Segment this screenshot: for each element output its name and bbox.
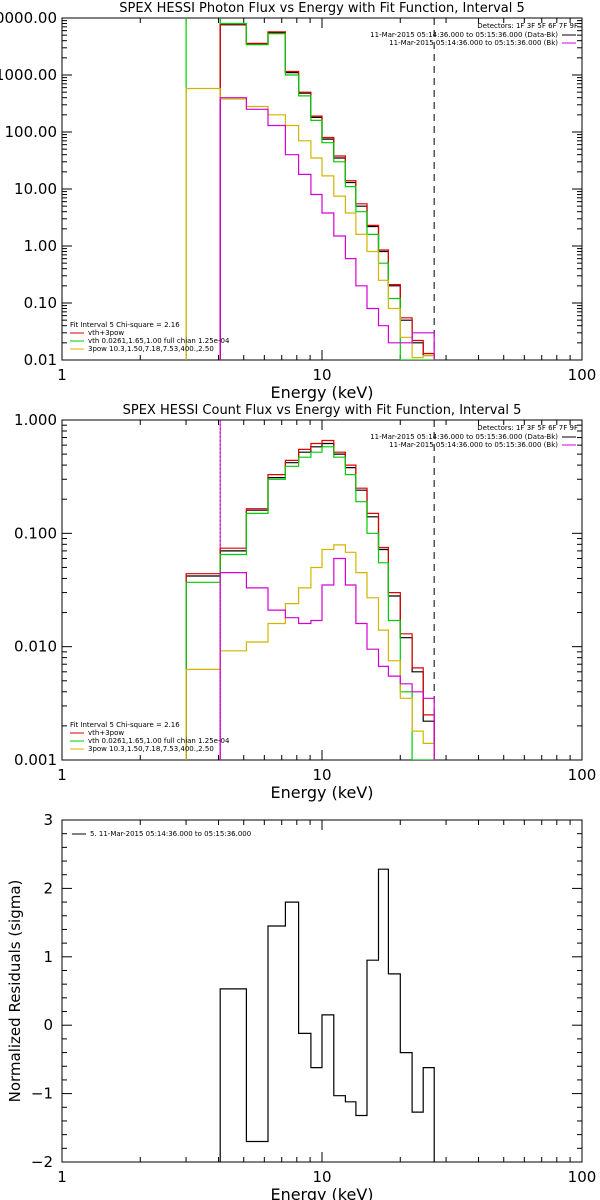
y-tick-label: 10000.00 <box>0 9 57 27</box>
legend-entry: vth+3pow <box>88 729 124 737</box>
series-line <box>219 23 435 360</box>
legend-entry: 3pow 10.3,1.50,7.18,7.53,400.,2.50 <box>88 745 214 753</box>
series-line <box>219 97 435 360</box>
x-tick-label: 100 <box>568 766 597 784</box>
legend-entry: 3pow 10.3,1.50,7.18,7.53,400.,2.50 <box>88 345 214 353</box>
chart-panel-3: 1 10 100 Energy (keV) −2 −1 0 1 2 3 Normalized Res… <box>6 811 596 1200</box>
series-line <box>219 557 435 760</box>
legend-title: Fit Interval 5 Chi-square = 2.16 <box>70 721 180 729</box>
plot-frame <box>61 17 583 361</box>
y-tick-label: 1000.00 <box>0 66 57 84</box>
y-tick-label: 0 <box>43 1016 53 1034</box>
y-tick-label: −2 <box>31 1153 53 1171</box>
x-tick-label: 10 <box>312 1168 331 1186</box>
y-axis: −2 −1 0 1 2 3 <box>31 811 582 1171</box>
x-tick-label: 100 <box>568 1168 597 1186</box>
legend: 5. 11-Mar-2015 05:14:36.000 to 05:15:36.… <box>72 830 251 838</box>
annotation-block: Detectors: 1F 3F 5F 6F 7F 9F11-Mar-2015 … <box>370 424 578 449</box>
annotation-block: Detectors: 1F 3F 5F 6F 7F 9F11-Mar-2015 … <box>370 22 578 47</box>
x-tick-label: 1 <box>57 366 67 384</box>
series-line <box>185 18 435 360</box>
legend: Fit Interval 5 Chi-square = 2.16vth+3pow… <box>70 721 230 753</box>
legend: Fit Interval 5 Chi-square = 2.16vth+3pow… <box>70 321 230 353</box>
y-axis: 0.01 0.10 1.00 10.00 100.00 1000.00 10000.00 <box>0 9 582 369</box>
y-axis: 0.001 0.010 0.100 1.000 <box>14 411 582 769</box>
x-tick-label: 100 <box>568 366 597 384</box>
x-tick-label: 10 <box>312 766 331 784</box>
series-group <box>185 18 435 360</box>
y-tick-label: 0.010 <box>14 638 57 656</box>
y-tick-label: 0.001 <box>14 751 57 769</box>
y-tick-label: 0.10 <box>24 294 57 312</box>
detectors-text: Detectors: 1F 3F 5F 6F 7F 9F <box>477 22 578 30</box>
y-tick-label: −1 <box>31 1085 53 1103</box>
y-tick-label: 3 <box>43 811 53 829</box>
y-tick-label: 2 <box>43 879 53 897</box>
y-tick-label: 0.100 <box>14 524 57 542</box>
x-axis-label: Energy (keV) <box>270 783 373 802</box>
time-interval-text: 11-Mar-2015 05:14:36.000 to 05:15:36.000… <box>389 39 558 47</box>
x-axis: 1 10 100 <box>57 18 596 384</box>
y-tick-label: 0.01 <box>24 351 57 369</box>
series-line <box>219 868 435 1162</box>
y-tick-label: 100.00 <box>5 123 58 141</box>
chart-title: SPEX HESSI Count Flux vs Energy with Fit… <box>123 403 522 418</box>
y-tick-label: 1.00 <box>24 237 57 255</box>
y-tick-label: 1 <box>43 948 53 966</box>
x-axis: 1 10 100 <box>57 420 596 784</box>
x-axis-label: Energy (keV) <box>270 1185 373 1200</box>
y-axis-label: Normalized Residuals (sigma) <box>6 880 24 1103</box>
x-tick-label: 10 <box>312 366 331 384</box>
time-interval-text: 11-Mar-2015 05:14:36.000 to 05:15:36.000… <box>370 31 558 39</box>
legend-title: Fit Interval 5 Chi-square = 2.16 <box>70 321 180 329</box>
series-line <box>185 446 435 760</box>
detectors-text: Detectors: 1F 3F 5F 6F 7F 9F <box>477 424 578 432</box>
series-line <box>185 442 435 760</box>
y-tick-label: 10.00 <box>14 180 57 198</box>
series-group <box>219 868 435 1162</box>
x-tick-label: 1 <box>57 1168 67 1186</box>
chart-title: SPEX HESSI Photon Flux vs Energy with Fi… <box>119 1 525 16</box>
x-axis: 1 10 100 <box>57 820 596 1186</box>
series-line <box>185 87 435 360</box>
series-group <box>185 439 435 760</box>
legend-entry: vth 0.0261,1.65,1.00 full chian 1.25e-04 <box>88 337 230 345</box>
series-line <box>185 439 435 760</box>
legend-entry: vth 0.0261,1.65,1.00 full chian 1.25e-04 <box>88 737 230 745</box>
y-tick-label: 1.000 <box>14 411 57 429</box>
chart-panel-1: 1 10 100 Energy (keV) 0.01 0.10 1.00 10.00 100.0… <box>0 1 596 402</box>
plot-frame <box>61 819 583 1163</box>
time-interval-text: 11-Mar-2015 05:14:36.000 to 05:15:36.000… <box>370 433 558 441</box>
legend-entry: vth+3pow <box>88 329 124 337</box>
x-tick-label: 1 <box>57 766 67 784</box>
series-line <box>185 544 435 760</box>
legend-entry: 5. 11-Mar-2015 05:14:36.000 to 05:15:36.… <box>90 830 251 838</box>
x-axis-label: Energy (keV) <box>270 383 373 402</box>
time-interval-text: 11-Mar-2015 05:14:36.000 to 05:15:36.000… <box>389 441 558 449</box>
chart-panel-2: 1 10 100 Energy (keV) 0.001 0.010 0.100 1.000 SP… <box>14 403 596 802</box>
